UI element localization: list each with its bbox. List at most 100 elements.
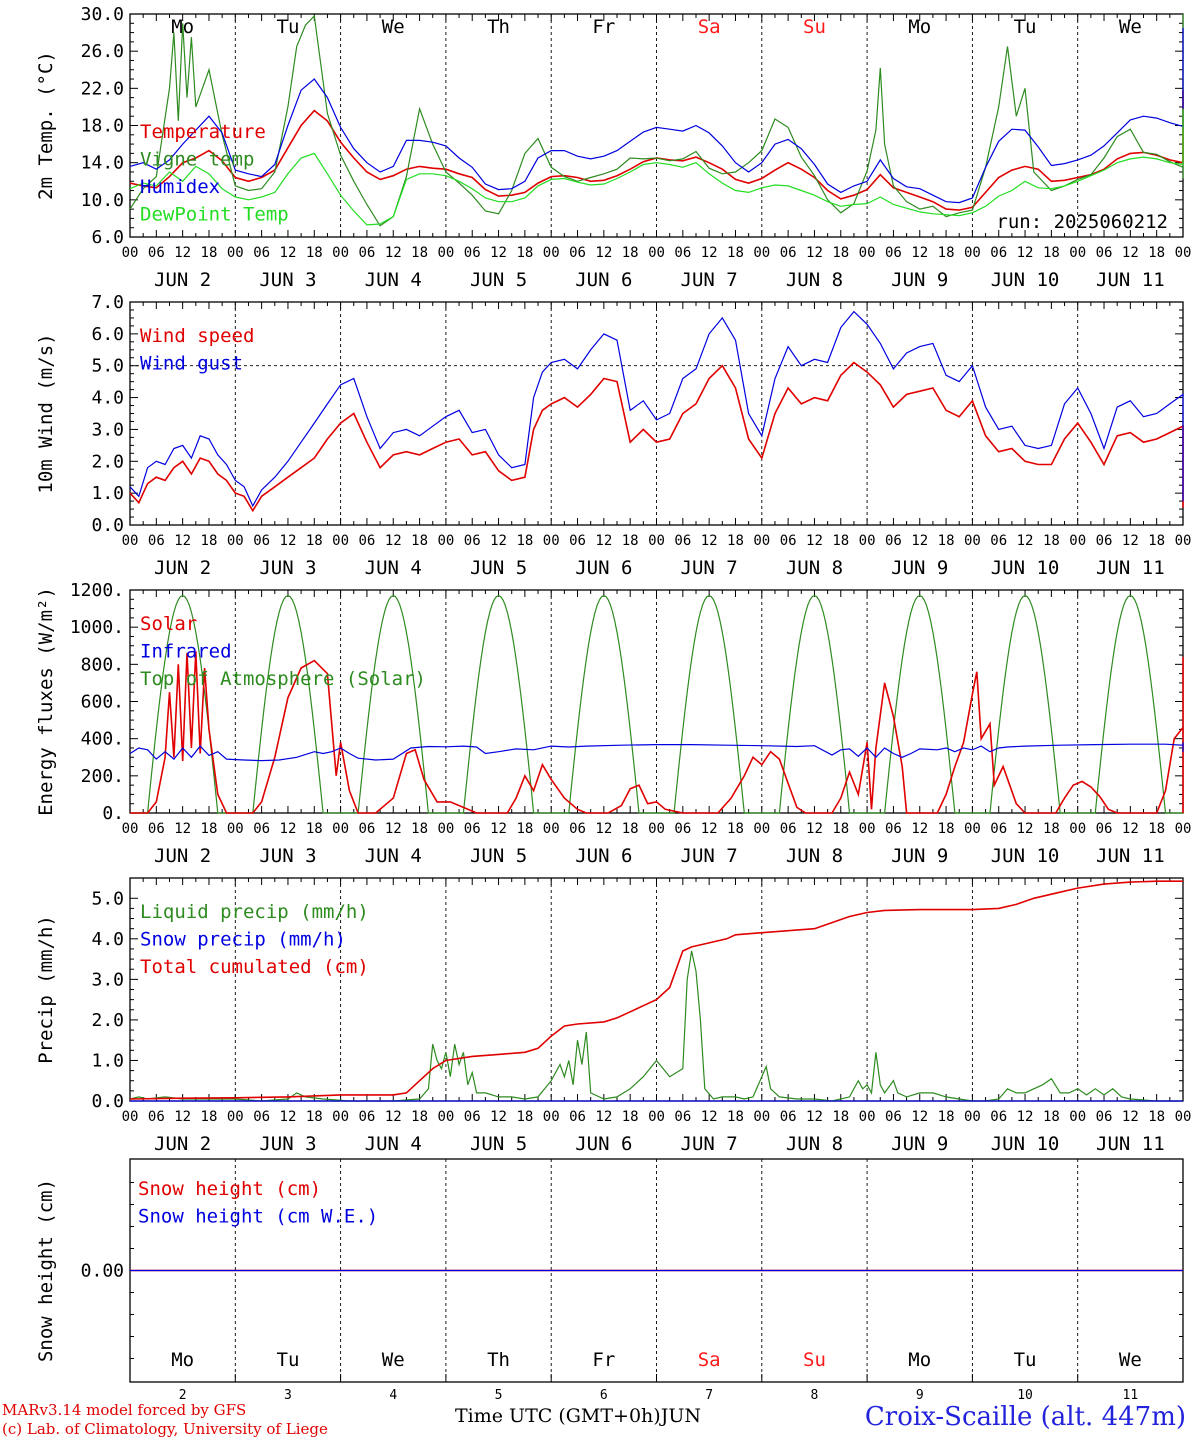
hour-label: 00: [964, 1109, 981, 1125]
day-number: 2: [179, 1388, 187, 1403]
hour-label: 06: [1096, 245, 1113, 261]
hour-label: 06: [885, 1109, 902, 1125]
hour-label: 06: [674, 533, 691, 549]
hour-label: 06: [674, 821, 691, 837]
hour-label: 06: [148, 1109, 165, 1125]
hour-label: 12: [1122, 1109, 1139, 1125]
y-tick-label: 1200.: [70, 580, 124, 601]
hour-label: 06: [990, 1109, 1007, 1125]
hour-label: 00: [859, 533, 876, 549]
hour-label: 18: [1043, 245, 1060, 261]
hour-label: 00: [648, 245, 665, 261]
hour-label: 12: [701, 533, 718, 549]
hour-label: 12: [911, 533, 928, 549]
hour-label: 06: [464, 245, 481, 261]
day-name: Tu: [1014, 1349, 1037, 1371]
series-liquid-precip-mm-h-: [129, 950, 1183, 1102]
hour-label: 18: [411, 533, 428, 549]
hour-label: 18: [201, 245, 218, 261]
hour-label: 00: [543, 821, 560, 837]
hour-label: 00: [437, 245, 454, 261]
hour-label: 12: [701, 821, 718, 837]
hour-label: 00: [1069, 533, 1086, 549]
series-solar: [130, 651, 1184, 814]
credits-line-1: MARv3.14 model forced by GFS: [2, 1401, 247, 1419]
y-tick-label: 6.0: [91, 227, 124, 248]
hour-label: 12: [911, 821, 928, 837]
y-tick-label: 3.0: [91, 969, 124, 990]
panel-2: 0.0 1.0 2.0 3.0 4.0 5.0 6.0 7.0 10m Wind (m/s) Wi…: [35, 292, 1191, 579]
day-number: 8: [811, 1388, 819, 1403]
date-label: JUN 2: [154, 1133, 211, 1155]
hour-label: 12: [280, 245, 297, 261]
hour-label: 06: [674, 245, 691, 261]
day-number: 9: [916, 1388, 924, 1403]
y-tick-label: 30.0: [81, 4, 124, 25]
hour-label: 00: [859, 1109, 876, 1125]
date-label: JUN 10: [991, 557, 1060, 579]
legend-entry: Wind speed: [140, 325, 254, 347]
hour-label: 06: [253, 533, 270, 549]
hour-label: 12: [385, 533, 402, 549]
panel-4: 0.0 1.0 2.0 3.0 4.0 5.0 Precip (mm/h) Liquid pr…: [35, 877, 1191, 1155]
date-label: JUN 6: [575, 1133, 632, 1155]
day-name: Fr: [592, 1349, 615, 1371]
hour-label: 18: [201, 1109, 218, 1125]
hour-label: 06: [464, 533, 481, 549]
hour-label: 00: [332, 1109, 349, 1125]
y-tick-label: 0.00: [81, 1261, 124, 1282]
hour-label: 18: [938, 245, 955, 261]
hour-label: 18: [832, 1109, 849, 1125]
hour-label: 18: [1148, 1109, 1165, 1125]
date-label: JUN 10: [991, 269, 1060, 291]
plot-frame: [129, 589, 1184, 814]
hour-label: 12: [490, 1109, 507, 1125]
hour-label: 06: [253, 1109, 270, 1125]
series-humidex: [129, 27, 1184, 204]
date-label: JUN 9: [891, 845, 948, 867]
hour-label: 06: [885, 533, 902, 549]
day-name: Mo: [171, 1349, 194, 1371]
day-number: 3: [284, 1388, 292, 1403]
hour-label: 12: [280, 1109, 297, 1125]
y-tick-label: 22.0: [81, 78, 124, 99]
y-axis-title: Energy fluxes (W/m²): [35, 587, 57, 816]
hour-label: 12: [385, 1109, 402, 1125]
date-label: JUN 5: [470, 1133, 527, 1155]
day-number: 6: [600, 1388, 608, 1403]
hour-label: 18: [727, 821, 744, 837]
y-axis-title: Snow height (cm): [35, 1179, 57, 1362]
day-name: Th: [487, 1349, 510, 1371]
panel-3: 0. 200. 400. 600. 800. 1000. 1200. Energy fluxe…: [35, 580, 1191, 867]
hour-label: 06: [780, 821, 797, 837]
hour-label: 00: [648, 533, 665, 549]
hour-label: 00: [122, 533, 139, 549]
hour-label: 18: [306, 821, 323, 837]
hour-label: 06: [885, 821, 902, 837]
hour-label: 06: [885, 245, 902, 261]
day-number: 11: [1123, 1388, 1139, 1403]
date-label: JUN 4: [365, 269, 422, 291]
date-label: JUN 8: [786, 1133, 843, 1155]
date-label: JUN 3: [259, 269, 316, 291]
hour-label: 00: [227, 533, 244, 549]
legend-entry: Infrared: [140, 641, 232, 663]
day-name: Su: [803, 1349, 826, 1371]
hour-label: 18: [306, 245, 323, 261]
hour-label: 06: [358, 533, 375, 549]
hour-label: 00: [437, 533, 454, 549]
day-number: 7: [705, 1388, 713, 1403]
y-tick-label: 1000.: [70, 617, 124, 638]
hour-label: 00: [1175, 821, 1192, 837]
day-name: We: [1119, 1349, 1142, 1371]
hour-label: 18: [1148, 821, 1165, 837]
hour-label: 06: [358, 1109, 375, 1125]
y-tick-label: 1.0: [91, 1050, 124, 1071]
date-label: JUN 11: [1096, 269, 1165, 291]
hour-label: 12: [490, 245, 507, 261]
hour-label: 12: [911, 245, 928, 261]
y-tick-label: 7.0: [91, 292, 124, 313]
hour-label: 06: [464, 1109, 481, 1125]
hour-label: 06: [464, 821, 481, 837]
